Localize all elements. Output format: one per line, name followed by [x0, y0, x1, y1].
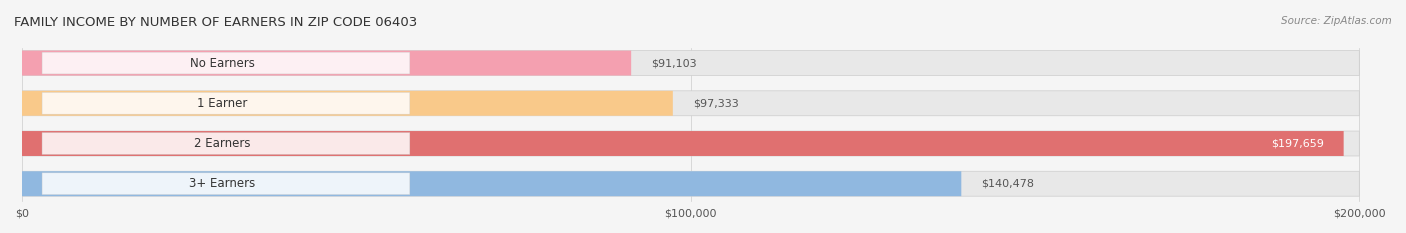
- FancyBboxPatch shape: [22, 91, 1360, 116]
- Text: $197,659: $197,659: [1271, 138, 1323, 148]
- FancyBboxPatch shape: [42, 52, 409, 74]
- FancyBboxPatch shape: [22, 131, 1360, 156]
- Text: $91,103: $91,103: [651, 58, 697, 68]
- FancyBboxPatch shape: [22, 51, 1360, 75]
- FancyBboxPatch shape: [22, 131, 1344, 156]
- Text: 2 Earners: 2 Earners: [194, 137, 250, 150]
- Text: FAMILY INCOME BY NUMBER OF EARNERS IN ZIP CODE 06403: FAMILY INCOME BY NUMBER OF EARNERS IN ZI…: [14, 16, 418, 29]
- FancyBboxPatch shape: [42, 93, 409, 114]
- Text: 1 Earner: 1 Earner: [197, 97, 247, 110]
- Text: 3+ Earners: 3+ Earners: [190, 177, 256, 190]
- FancyBboxPatch shape: [22, 51, 631, 75]
- Text: No Earners: No Earners: [190, 57, 254, 70]
- FancyBboxPatch shape: [22, 91, 673, 116]
- FancyBboxPatch shape: [42, 133, 409, 154]
- FancyBboxPatch shape: [22, 171, 962, 196]
- Text: $140,478: $140,478: [981, 179, 1035, 189]
- FancyBboxPatch shape: [22, 171, 1360, 196]
- Text: $97,333: $97,333: [693, 98, 738, 108]
- Text: Source: ZipAtlas.com: Source: ZipAtlas.com: [1281, 16, 1392, 26]
- FancyBboxPatch shape: [42, 173, 409, 195]
